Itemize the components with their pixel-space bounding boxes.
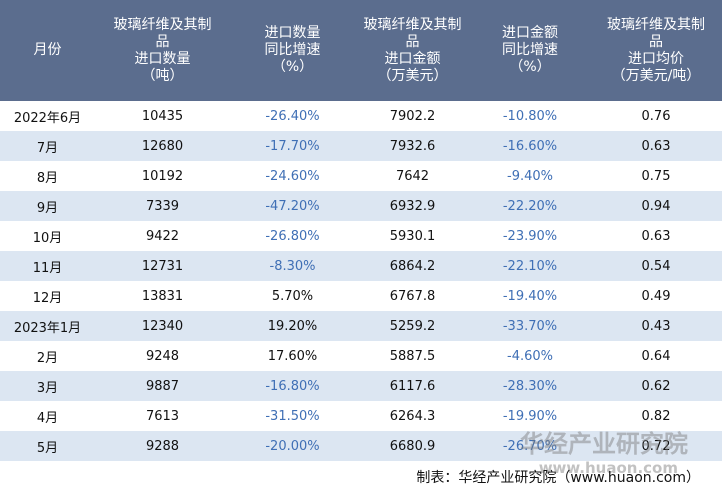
table: 月份 玻璃纤维及其制 品 进口数量 （吨） 进口数量 同比增速 （%） 玻璃纤维及其制… — [0, 0, 722, 461]
table-cell: 5.70% — [271, 288, 314, 304]
table-row: 3月 9887 -16.80% 6117.6 -28.30% 0.62 — [0, 371, 722, 401]
table-cell: 13831 — [141, 288, 184, 304]
table-cell: 4月 — [36, 410, 59, 426]
table-row: 8月 10192 -24.60% 7642 -9.40% 0.75 — [0, 161, 722, 191]
table-cell: 5259.2 — [389, 318, 436, 334]
table-cell: 6117.6 — [389, 378, 436, 394]
table-cell: 10192 — [141, 168, 184, 184]
table-cell: 9288 — [145, 438, 180, 454]
table-cell: 7339 — [145, 198, 180, 214]
table-cell: 10月 — [32, 230, 63, 246]
table-cell: 6932.9 — [389, 198, 436, 214]
table-cell: -23.90% — [502, 228, 558, 244]
table-cell: 0.64 — [641, 348, 671, 364]
table-cell: 12680 — [141, 138, 184, 154]
table-cell: 11月 — [32, 260, 63, 276]
table-cell: 2月 — [36, 350, 59, 366]
table-cell: -31.50% — [265, 408, 320, 424]
table-row: 5月 9288 -20.00% 6680.9 -26.70% 0.72 — [0, 431, 722, 461]
table-cell: -10.80% — [502, 108, 558, 124]
table-cell: 8月 — [36, 170, 59, 186]
table-row: 4月 7613 -31.50% 6264.3 -19.90% 0.82 — [0, 401, 722, 431]
table-cell: 0.54 — [641, 258, 671, 274]
table-cell: -28.30% — [502, 378, 558, 394]
footer: 制表：华经产业研究院（www.huaon.com） — [416, 470, 700, 486]
header-row: 月份 玻璃纤维及其制 品 进口数量 （吨） 进口数量 同比增速 （%） 玻璃纤维及其制… — [0, 0, 722, 101]
table-cell: -22.20% — [502, 198, 558, 214]
table-cell: 7932.6 — [389, 138, 436, 154]
table-cell: 6680.9 — [389, 438, 436, 454]
table-cell: 6864.2 — [389, 258, 436, 274]
table-cell: 5887.5 — [389, 348, 436, 364]
header-cell: 月份 — [33, 42, 62, 58]
table-row: 2023年1月 12340 19.20% 5259.2 -33.70% 0.43 — [0, 311, 722, 341]
table-cell: 0.82 — [641, 408, 671, 424]
table-cell: 2023年1月 — [13, 320, 82, 336]
table-cell: -47.20% — [265, 198, 320, 214]
table-cell: 0.63 — [641, 138, 671, 154]
header-cell: 进口金额 同比增速 （%） — [502, 25, 558, 75]
table-cell: 9887 — [145, 378, 180, 394]
table-cell: 12731 — [141, 258, 184, 274]
table-cell: 9248 — [145, 348, 180, 364]
table-cell: -26.80% — [265, 228, 320, 244]
table-row: 2022年6月 10435 -26.40% 7902.2 -10.80% 0.76 — [0, 101, 722, 131]
table-cell: 5月 — [36, 440, 59, 456]
header-cell: 玻璃纤维及其制 品 进口均价 （万美元/吨） — [607, 16, 705, 84]
table-row: 11月 12731 -8.30% 6864.2 -22.10% 0.54 — [0, 251, 722, 281]
table-cell: -20.00% — [265, 438, 320, 454]
table-cell: 9月 — [36, 200, 59, 216]
table-cell: -19.40% — [502, 288, 558, 304]
table-cell: 2022年6月 — [13, 110, 82, 126]
table-cell: -26.40% — [265, 108, 320, 124]
table-cell: 9422 — [145, 228, 180, 244]
table-cell: -9.40% — [507, 168, 553, 184]
table-cell: 6264.3 — [389, 408, 436, 424]
table-cell: 12340 — [141, 318, 184, 334]
table-cell: 0.72 — [641, 438, 671, 454]
table-cell: 19.20% — [267, 318, 318, 334]
table-cell: 0.75 — [641, 168, 671, 184]
watermark-name: 华经产业研究院 — [520, 430, 688, 458]
table-row: 9月 7339 -47.20% 6932.9 -22.20% 0.94 — [0, 191, 722, 221]
table-cell: -26.70% — [502, 438, 558, 454]
table-cell: 6767.8 — [389, 288, 436, 304]
header-cell: 玻璃纤维及其制 品 进口数量 （吨） — [113, 16, 212, 84]
table-cell: 12月 — [32, 290, 63, 306]
table-cell: 10435 — [141, 108, 184, 124]
table-cell: -22.10% — [502, 258, 558, 274]
table-cell: 0.43 — [641, 318, 671, 334]
table-row: 12月 13831 5.70% 6767.8 -19.40% 0.49 — [0, 281, 722, 311]
header-cell: 玻璃纤维及其制 品 进口金额 （万美元） — [363, 16, 462, 84]
table-cell: 0.63 — [641, 228, 671, 244]
table-cell: 0.76 — [641, 108, 671, 124]
table-cell: 17.60% — [267, 348, 318, 364]
table-cell: 0.62 — [641, 378, 671, 394]
table-cell: -24.60% — [265, 168, 320, 184]
table-cell: -4.60% — [507, 348, 553, 364]
watermark: 华经产业研究院 www.huaon.com — [520, 424, 688, 477]
table-cell: 0.49 — [641, 288, 671, 304]
watermark-url: www.huaon.com — [538, 459, 678, 477]
table-cell: -16.80% — [265, 378, 320, 394]
table-cell: 0.94 — [641, 198, 671, 214]
table-cell: 7月 — [36, 140, 59, 156]
table-cell: -8.30% — [269, 258, 316, 274]
table-cell: 7642 — [395, 168, 430, 184]
table-cell: 5930.1 — [389, 228, 436, 244]
table-cell: -17.70% — [265, 138, 320, 154]
table-cell: 7613 — [145, 408, 180, 424]
table-cell: 3月 — [36, 380, 59, 396]
table-cell: -16.60% — [502, 138, 558, 154]
table-row: 2月 9248 17.60% 5887.5 -4.60% 0.64 — [0, 341, 722, 371]
table-row: 7月 12680 -17.70% 7932.6 -16.60% 0.63 — [0, 131, 722, 161]
table-cell: -19.90% — [502, 408, 558, 424]
table-row: 10月 9422 -26.80% 5930.1 -23.90% 0.63 — [0, 221, 722, 251]
table-cell: 7902.2 — [389, 108, 436, 124]
header-cell: 进口数量 同比增速 （%） — [264, 25, 321, 75]
table-cell: -33.70% — [502, 318, 558, 334]
